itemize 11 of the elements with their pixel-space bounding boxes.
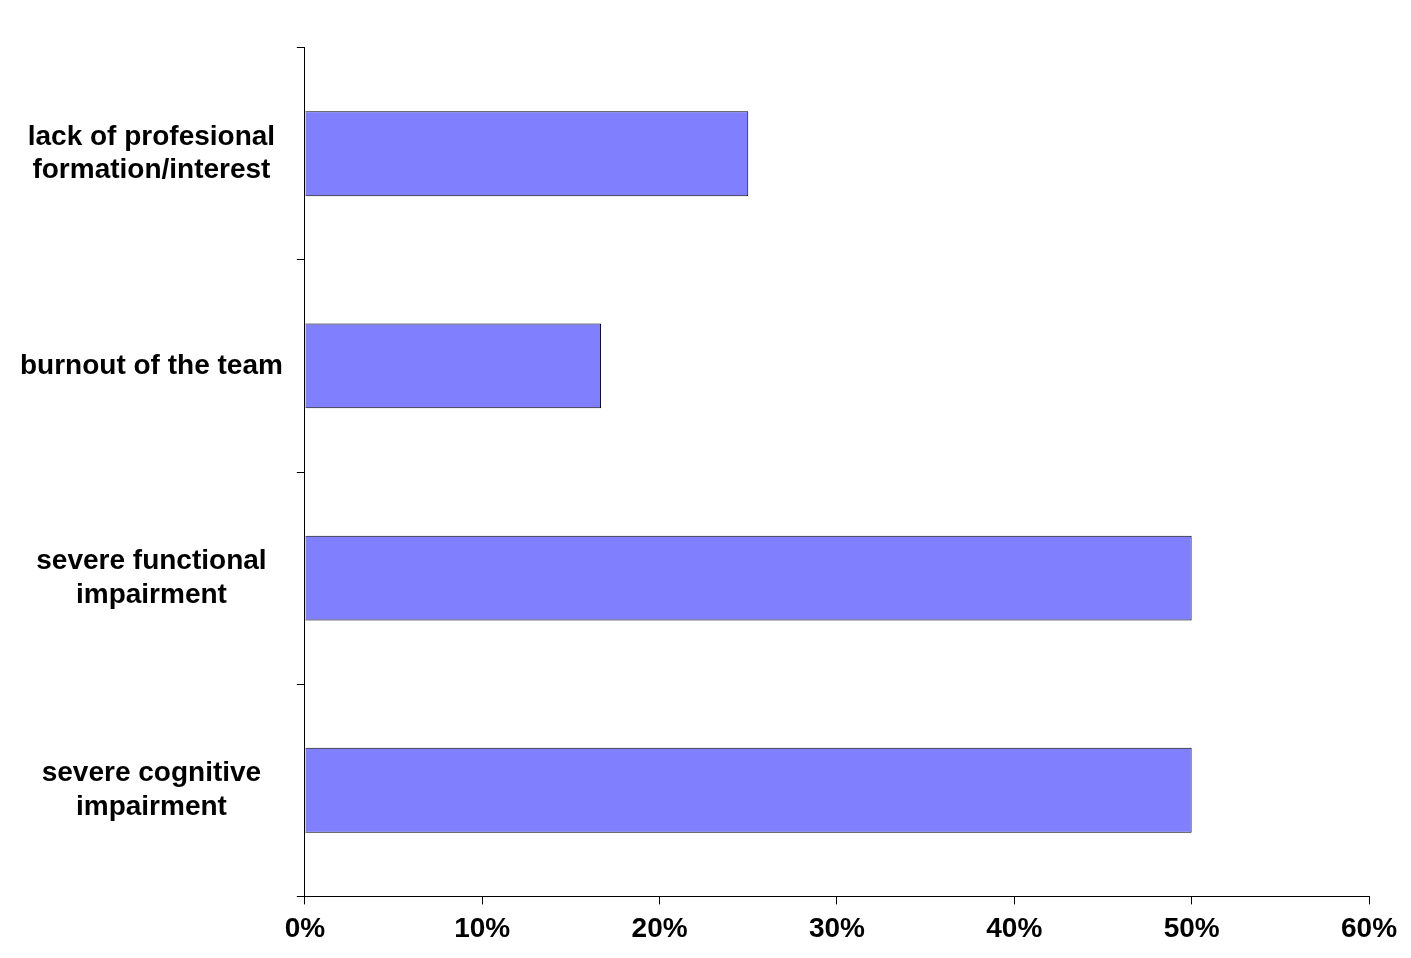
x-tick-label: 60%	[1340, 911, 1398, 943]
x-tick-label: 40%	[986, 911, 1043, 943]
x-tick-label: 30%	[808, 911, 866, 943]
x-tick-label: 10%	[454, 911, 511, 943]
y-tick-label: severe cognitive impairment	[41, 756, 262, 821]
x-tick-label: 50%	[1163, 911, 1220, 943]
x-tick-label: 0%	[284, 911, 326, 943]
y-tick-label: lack of profesional formation/interest	[27, 119, 276, 185]
y-tick-label: burnout of the team	[20, 348, 283, 380]
x-tick-label: 20%	[631, 911, 688, 943]
y-tick-label: severe functional impairment	[36, 544, 267, 609]
